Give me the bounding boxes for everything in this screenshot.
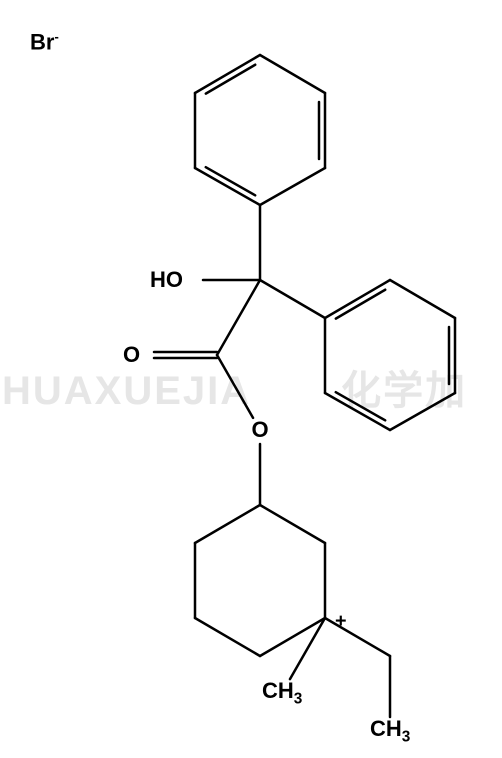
charge-plus: + xyxy=(335,612,347,632)
atom-label-OH_O: HO xyxy=(150,269,183,291)
structure-canvas: HUAXUEJIA化学加 HOOOCH3CH3+Br- xyxy=(0,0,502,758)
counterion-label: Br- xyxy=(30,30,59,53)
molecule-svg xyxy=(0,0,502,758)
atom-label-NEtC2: CH3 xyxy=(370,718,410,745)
atom-label-O_dbl: O xyxy=(123,344,140,366)
atom-label-NMe: CH3 xyxy=(262,680,302,707)
atom-label-O_sgl: O xyxy=(252,419,269,441)
